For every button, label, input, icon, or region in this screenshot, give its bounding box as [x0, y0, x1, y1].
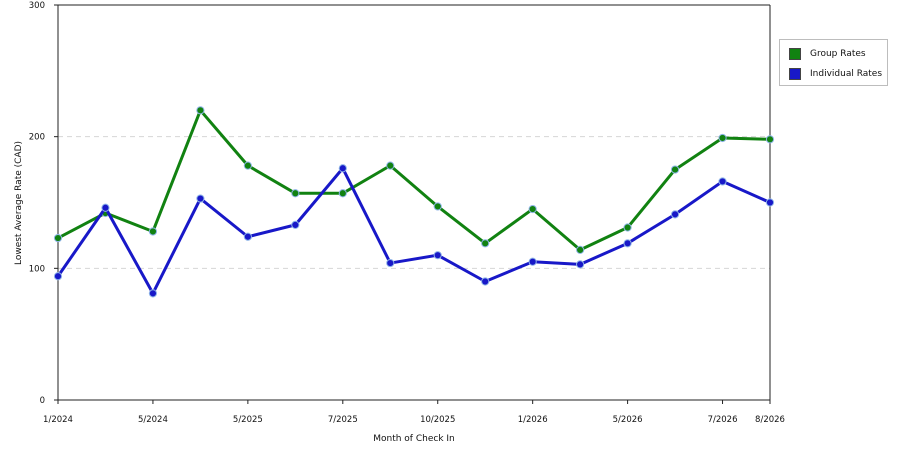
data-point-individual-rates[interactable] [576, 260, 585, 269]
x-tick-label: 5/2024 [138, 415, 168, 425]
y-tick-label: 0 [40, 396, 45, 406]
series-line-individual-rates [56, 166, 772, 295]
data-point-individual-rates[interactable] [386, 258, 395, 268]
x-tick-label: 1/2026 [518, 415, 548, 425]
data-point-individual-rates[interactable] [670, 210, 680, 219]
legend-label-group-rates: Group Rates [810, 49, 866, 59]
y-tick-label: 200 [29, 133, 45, 143]
data-point-individual-rates[interactable] [718, 177, 727, 186]
legend: Group Rates Individual Rates [779, 39, 888, 86]
data-point-individual-rates[interactable] [528, 257, 537, 266]
x-tick-label: 1/2024 [43, 415, 73, 425]
data-point-individual-rates[interactable] [433, 251, 442, 260]
legend-label-individual-rates: Individual Rates [810, 69, 883, 79]
legend-swatch-individual-rates [789, 68, 801, 80]
data-point-group-rates[interactable] [481, 239, 490, 248]
x-tick-label: 10/2025 [420, 415, 455, 425]
y-ticks: 0 100 200 300 [29, 1, 58, 406]
legend-item-individual-rates: Individual Rates [789, 67, 882, 81]
data-point-group-rates[interactable] [670, 165, 680, 174]
legend-item-group-rates: Group Rates [789, 47, 866, 61]
data-point-individual-rates[interactable] [338, 164, 347, 173]
data-point-group-rates[interactable] [765, 135, 775, 144]
data-point-group-rates[interactable] [243, 161, 252, 170]
x-tick-label: 5/2025 [233, 415, 263, 425]
data-point-group-rates[interactable] [576, 245, 585, 254]
grid-lines [58, 136, 770, 269]
data-point-group-rates[interactable] [291, 189, 300, 198]
axes [57, 4, 771, 401]
y-tick-label: 300 [29, 1, 45, 11]
data-point-individual-rates[interactable] [291, 220, 300, 229]
data-point-individual-rates[interactable] [101, 203, 110, 212]
data-point-group-rates[interactable] [433, 202, 442, 211]
data-point-group-rates[interactable] [718, 133, 727, 143]
data-point-group-rates[interactable] [623, 223, 632, 232]
x-tick-label: 7/2025 [328, 415, 358, 425]
data-point-individual-rates[interactable] [481, 277, 490, 286]
y-tick-label: 100 [29, 264, 45, 274]
x-tick-label: 5/2026 [613, 415, 643, 425]
series-line-group-rates [56, 108, 772, 252]
data-point-individual-rates[interactable] [243, 232, 252, 241]
data-point-group-rates[interactable] [338, 189, 347, 198]
x-axis-title: Month of Check In [373, 434, 455, 444]
y-axis-title: Lowest Average Rate (CAD) [14, 141, 24, 265]
x-tick-label: 7/2026 [708, 415, 738, 425]
data-point-individual-rates[interactable] [148, 289, 158, 298]
data-point-group-rates[interactable] [148, 227, 158, 236]
data-point-group-rates[interactable] [386, 161, 395, 170]
series-lines [53, 106, 775, 298]
data-point-group-rates[interactable] [196, 106, 205, 115]
data-point-individual-rates[interactable] [765, 198, 775, 207]
legend-swatch-group-rates [789, 48, 801, 60]
data-point-individual-rates[interactable] [623, 239, 632, 248]
x-tick-label: 8/2026 [755, 415, 785, 425]
data-point-group-rates[interactable] [53, 233, 63, 243]
data-point-individual-rates[interactable] [53, 272, 63, 281]
data-point-group-rates[interactable] [528, 204, 537, 214]
x-ticks: 1/2024 5/2024 5/2025 7/2025 10/2025 1/2026 5/2… [43, 400, 785, 425]
data-point-individual-rates[interactable] [196, 194, 205, 203]
